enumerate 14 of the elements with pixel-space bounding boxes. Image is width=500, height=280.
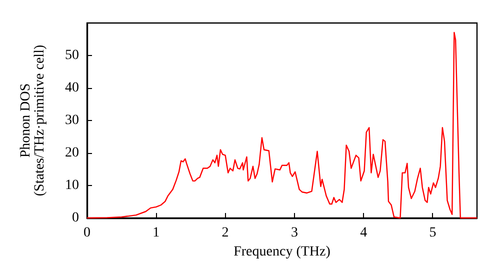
y-tick-label: 20 bbox=[65, 146, 79, 160]
y-tick-label: 40 bbox=[65, 80, 79, 96]
y-tick-label: 30 bbox=[65, 113, 79, 128]
x-tick-label: 3 bbox=[290, 226, 298, 240]
x-tick-label: 5 bbox=[429, 226, 436, 240]
x-tick-label: 0 bbox=[84, 226, 90, 240]
y-tick-label: 50 bbox=[65, 48, 79, 63]
y-tick-label: 10 bbox=[65, 178, 79, 193]
x-tick-label: 1 bbox=[152, 226, 160, 240]
x-tick-label: 2 bbox=[222, 226, 229, 240]
x-tick-label: 4 bbox=[360, 226, 368, 240]
y-tick-label: 0 bbox=[72, 210, 79, 226]
y-axis-title: Phonon DOS (States/THz·primitive cell) bbox=[18, 44, 48, 196]
x-axis-title: Frequency (THz) bbox=[234, 244, 331, 260]
